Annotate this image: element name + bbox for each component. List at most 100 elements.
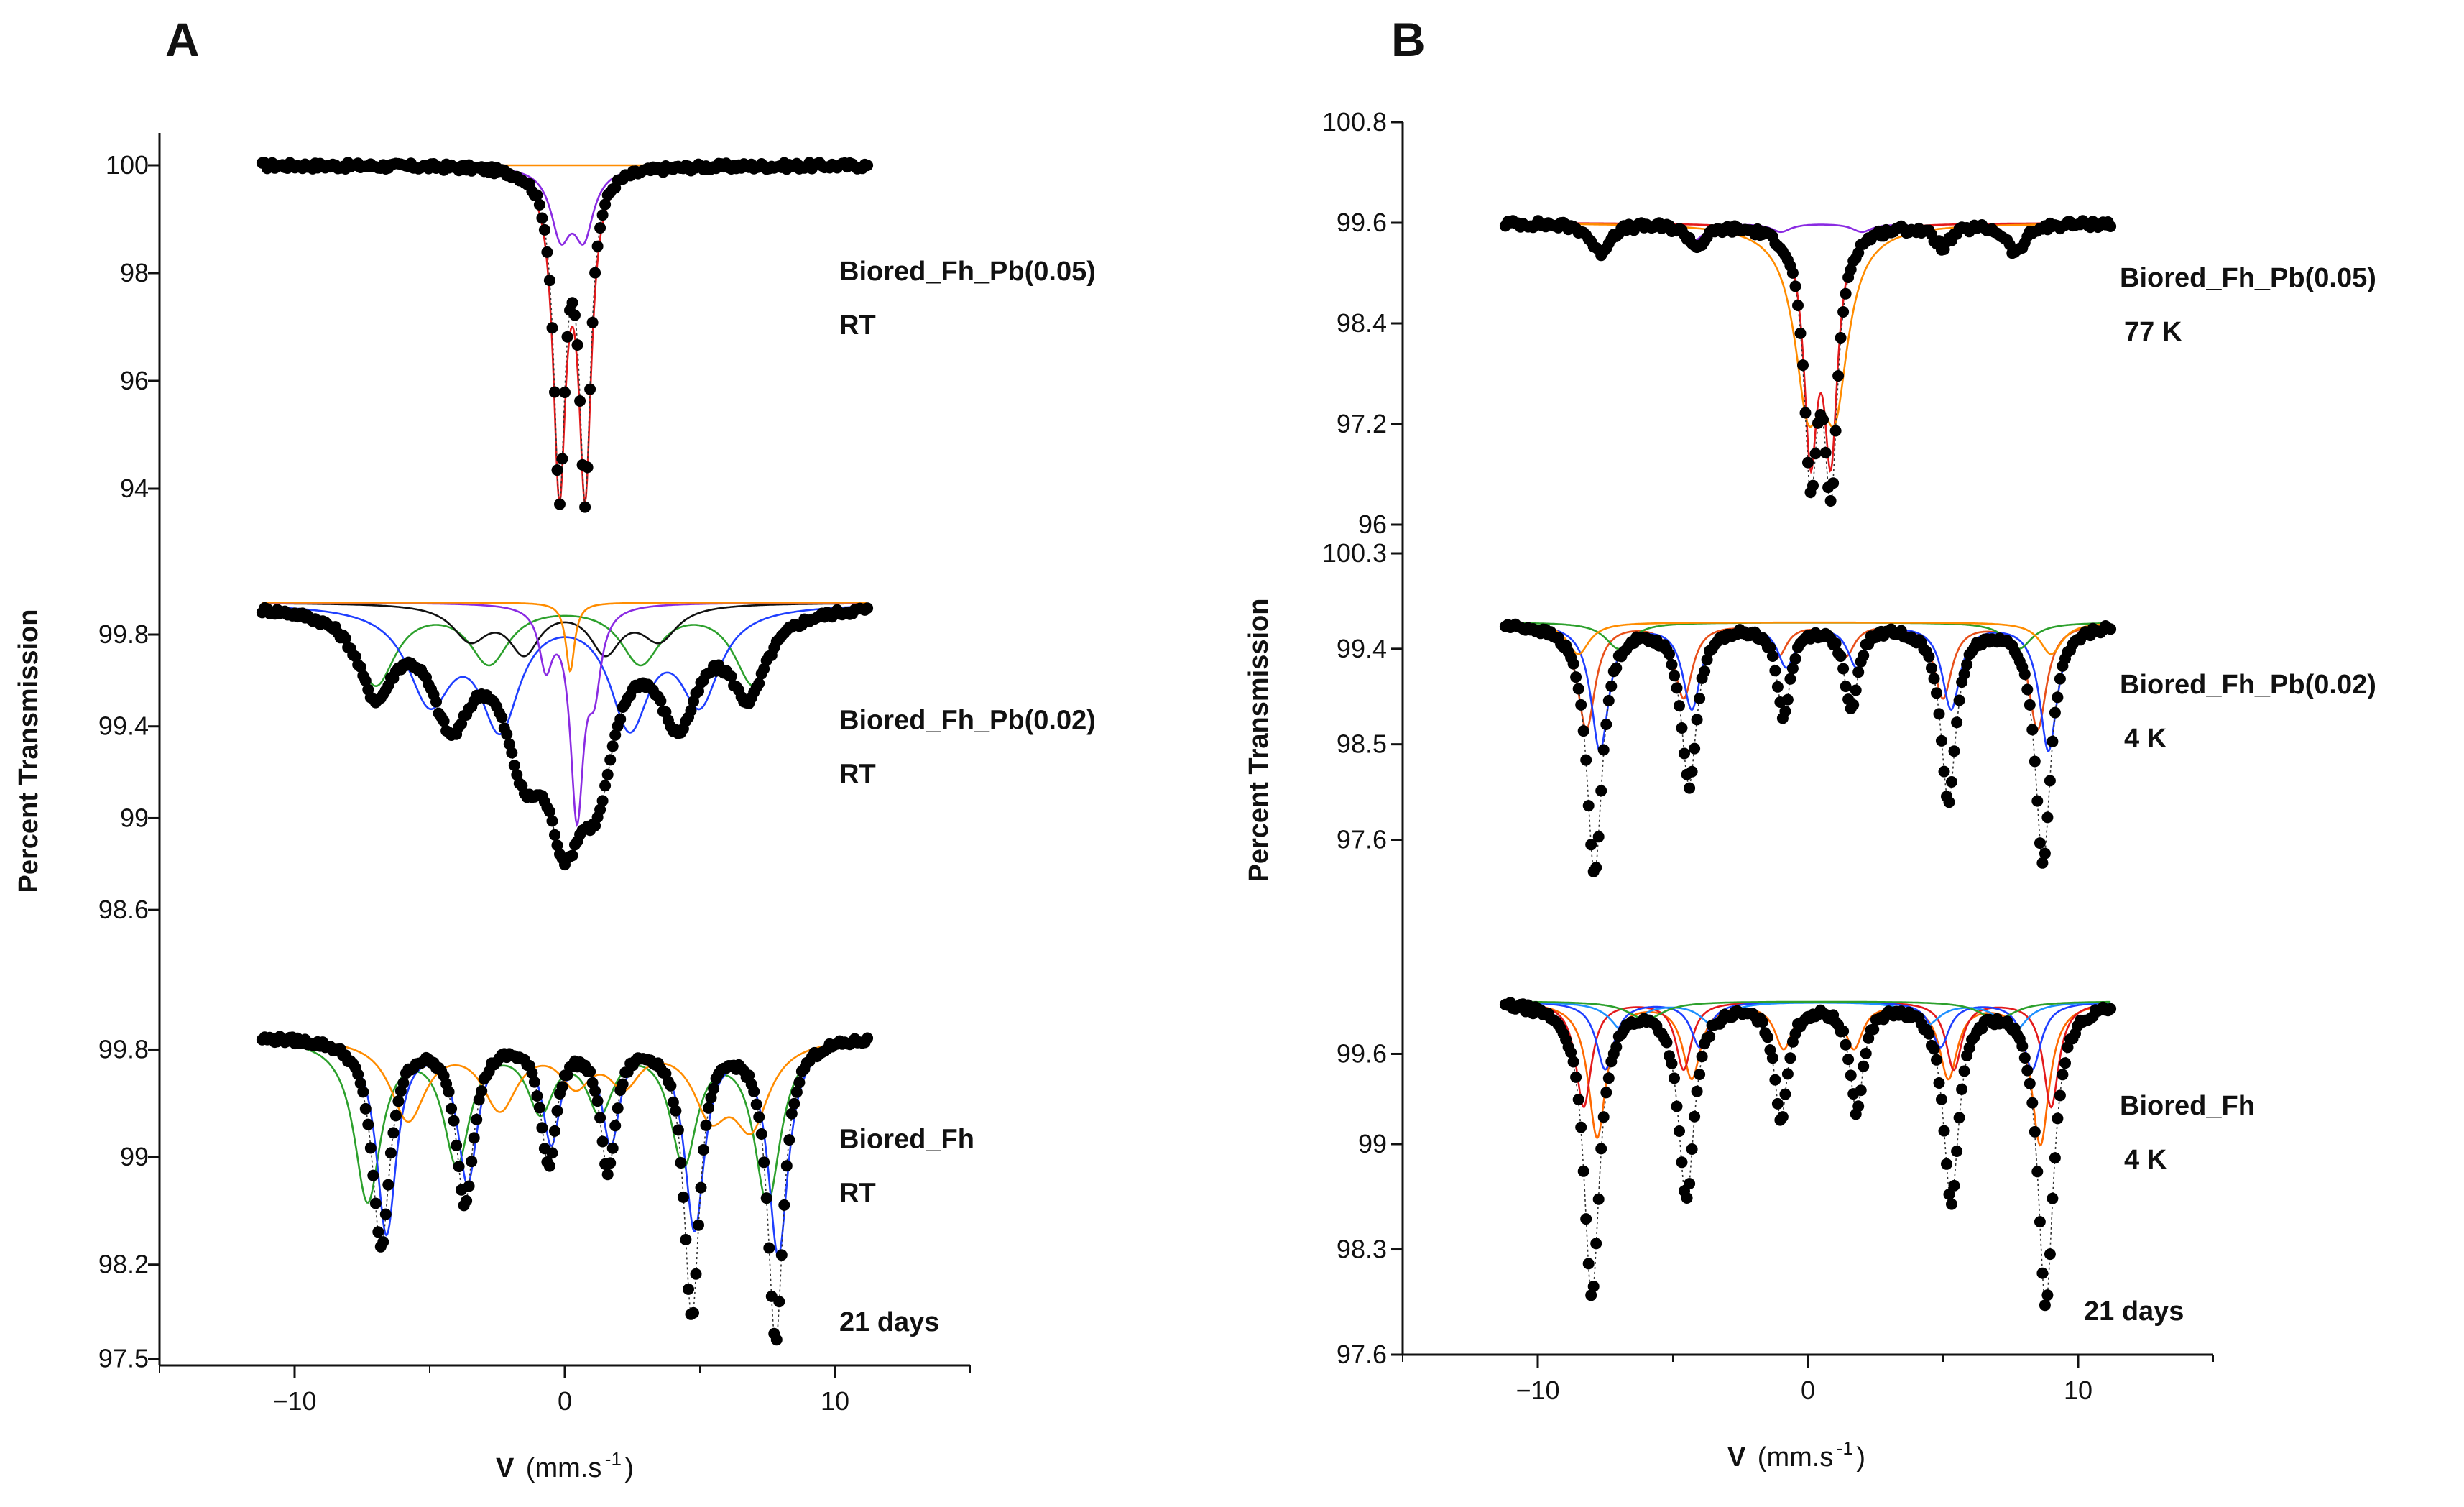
panel-a-spectrum-3-data-point <box>604 1157 617 1169</box>
panel-b-spectrum-2-data-point <box>1786 663 1799 675</box>
panel-b-spectrum-3-data-point <box>2105 1003 2117 1015</box>
panel-a-spectrum-3-note-label: 21 days <box>839 1307 939 1337</box>
panel-a-spectrum-3-data-point <box>392 1095 405 1107</box>
panel-b-spectrum-3-data-point <box>2034 1216 2046 1228</box>
panel-b-spectrum-2-fit-component-4 <box>1505 621 2111 655</box>
panel-a-spectrum-2-data-point <box>566 849 578 862</box>
panel-b-spectrum-2-sample-label: Biored_Fh_Pb(0.02) <box>2120 670 2376 700</box>
panel-b-spectrum-3-data-point <box>1840 1038 1852 1051</box>
panel-b-spectrum-2-data-point <box>1858 650 1870 662</box>
panel-b-spectrum-3-data-point <box>1572 1094 1584 1105</box>
panel-a-spectrum-3-data-point <box>775 1249 788 1261</box>
panel-b-spectrum-3-data-point <box>1948 1179 1960 1192</box>
panel-b-spectrum-2-data-point <box>1938 765 1950 778</box>
panel-b-spectrum-1-data-point <box>1832 370 1845 382</box>
panel-b-spectrum-3-data-point <box>1933 1077 1945 1089</box>
panel-a-spectrum-3-data-point <box>384 1147 397 1159</box>
panel-b-spectrum-2-data-point <box>1958 668 1970 680</box>
panel-b-spectrum-2-data-point <box>1590 862 1602 874</box>
panel-a-spectrum-3-data-point <box>665 1079 677 1092</box>
panel-a-spectrum-3-data-point <box>690 1268 702 1280</box>
panel-b-spectrum-3-data-point <box>1779 1088 1791 1100</box>
panel-a-spectrum-2-data-point <box>501 728 513 740</box>
panel-b-spectrum-2-data-point <box>1766 650 1778 662</box>
panel-b-spectrum-3-data-point <box>1852 1100 1865 1112</box>
panel-a-spectrum-3-data-point <box>773 1296 785 1308</box>
panel-b-spectrum-2-data-point <box>1580 754 1592 766</box>
panel-a-spectrum-2-y-tick-label-3: 98.6 <box>98 895 149 924</box>
panel-a-spectrum-3-data-point <box>785 1107 798 1120</box>
panel-b-spectrum-2-data-point <box>1679 747 1690 760</box>
panel-a-spectrum-3-data-point <box>783 1134 795 1146</box>
panel-a-spectrum-3-sample-label: Biored_Fh <box>839 1124 974 1154</box>
panel-b-spectrum-3-condition-label: 4 K <box>2124 1145 2167 1175</box>
panel-b-spectrum-1-condition-label: 77 K <box>2124 317 2182 347</box>
panel-a-spectrum-1-data-point <box>549 386 560 398</box>
panel-b-spectrum-2-data-point <box>1933 708 1945 720</box>
panel-a-spectrum-1-data-point <box>596 209 609 221</box>
panel-a-spectrum-1-data-point <box>599 198 612 211</box>
panel-a-spectrum-3-data-point <box>748 1085 760 1097</box>
panel-b-spectrum-2-data-point <box>1572 683 1584 695</box>
panel-b-spectrum-2-data-point <box>2039 847 2051 860</box>
panel-a-x-tick-label-0: −10 <box>272 1386 316 1416</box>
panel-a-spectrum-1-data-point <box>586 316 599 328</box>
panel-a-spectrum-3-data-point <box>526 1067 538 1079</box>
panel-a-spectrum-2-data-point <box>606 740 619 752</box>
panel-b-spectrum-1-data-point <box>1797 359 1809 372</box>
panel-a-spectrum-2-data-point <box>549 829 560 841</box>
panel-a-spectrum-3-data-point <box>591 1095 604 1107</box>
panel-b-spectrum-3-data-point <box>1585 1289 1597 1301</box>
panel-a-spectrum-3-data-point <box>387 1127 400 1139</box>
panel-b-spectrum-2-data-point <box>1595 785 1607 797</box>
panel-b-spectrum-2-data-point <box>1600 719 1612 730</box>
panel-b-spectrum-2-data-point <box>1699 665 1711 678</box>
panel-a-spectrum-3-data-point <box>536 1122 548 1134</box>
panel-a-spectrum-3-data-point <box>463 1180 475 1192</box>
panel-b-spectrum-3-data-point <box>1936 1093 1947 1105</box>
panel-b-spectrum-2-data-point <box>2044 775 2056 787</box>
panel-b-spectrum-3-data-point <box>2021 1064 2034 1077</box>
panel-b-spectrum-3-data-point <box>1946 1198 1957 1210</box>
panel-b-spectrum-2-data-point <box>2036 857 2049 869</box>
panel-a-spectrum-3-data-point <box>352 1069 364 1080</box>
panel-b-spectrum-3-data-point <box>1771 1097 1784 1110</box>
panel-b-spectrum-3-data-point <box>1570 1071 1582 1083</box>
panel-a-spectrum-2-y-tick-label-2: 99 <box>120 803 149 832</box>
panel-b-spectrum-3-data-point <box>1577 1165 1589 1177</box>
panel-b-spectrum-2: 100.3 99.4 98.5 97.6 Biored_Fh_Pb(0.02) 4 K <box>1322 538 2376 877</box>
x-axis-symbol-b: V <box>1727 1442 1746 1473</box>
x-axis-title-a: V (mm.s -1 ) <box>496 1448 634 1483</box>
panel-b-spectrum-2-data-point <box>1701 654 1713 666</box>
panel-b-spectrum-2-condition-label: 4 K <box>2124 724 2167 754</box>
panel-b-spectrum-3-data-point <box>1938 1125 1950 1137</box>
panel-a-spectrum-2-data-point <box>596 795 609 807</box>
panel-a-spectrum-3-data-point <box>369 1197 382 1209</box>
panel-b-spectrum-2-data-point <box>1605 680 1618 692</box>
panel-a-spectrum-3-data-point <box>543 1160 555 1172</box>
x-axis-unit-close-b: ) <box>1856 1442 1865 1473</box>
panel-a-spectrum-1-data-point <box>581 461 594 474</box>
panel-a-spectrum-1-data-point <box>538 223 550 236</box>
x-axis-unit-a: (mm.s <box>526 1453 602 1483</box>
panel-a-spectrum-2-data-point <box>546 815 558 827</box>
panel-b-spectrum-2-data-point <box>1577 725 1589 737</box>
panel-b-spectrum-2-data-point <box>1951 716 1963 729</box>
panel-b-spectrum-1-y-tick-label-3: 97.2 <box>1337 409 1387 438</box>
panel-b-spectrum-2-data-point <box>1789 653 1801 665</box>
panel-a-spectrum-2-data-point <box>359 675 372 687</box>
panel-a-spectrum-2-data-point <box>753 678 765 689</box>
panel-b-spectrum-2-data-point <box>1850 684 1862 696</box>
panel-b-spectrum-3-y-tick-label-1: 99 <box>1358 1129 1387 1158</box>
panel-a-spectrum-3-data-point <box>680 1234 692 1245</box>
panel-a-spectrum-2-data-point <box>604 754 617 766</box>
panel-b-spectrum-3-data-point <box>1592 1193 1605 1205</box>
panel-b-spectrum-3-data-point <box>1858 1060 1870 1072</box>
panel-a-spectrum-3-data-point <box>468 1132 480 1144</box>
panel-a-spectrum-1-data-point <box>533 198 545 211</box>
panel-b-spectrum-3-data-point <box>1781 1068 1794 1080</box>
x-axis-symbol-a: V <box>496 1453 515 1483</box>
panel-b-spectrum-3-data-point <box>1661 1036 1673 1049</box>
panel-b-spectrum-2-data-point <box>1764 642 1776 653</box>
panel-a-spectrum-2-data-point <box>543 806 555 818</box>
